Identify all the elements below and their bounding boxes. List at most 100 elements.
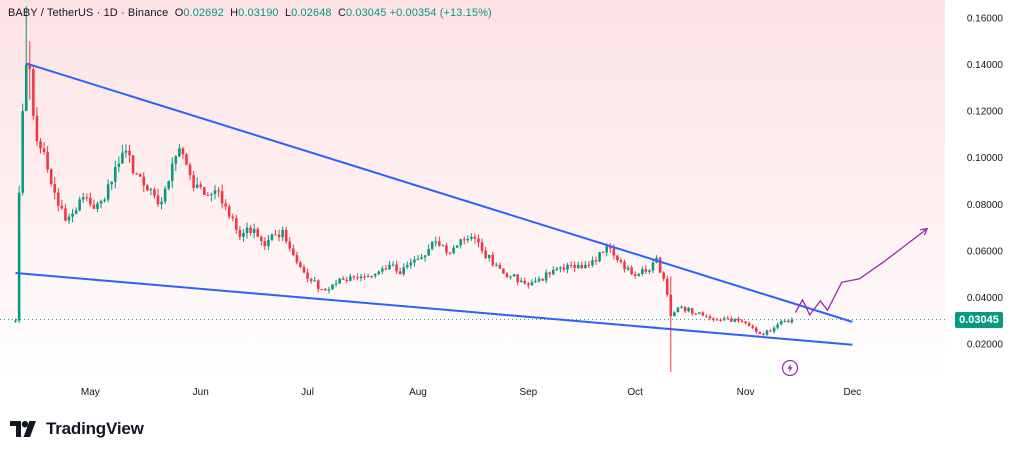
candle-body — [138, 174, 142, 177]
candle-body — [676, 307, 680, 313]
interval-label[interactable]: 1D — [103, 7, 118, 19]
y-tick-label: 0.02000 — [967, 340, 1004, 351]
candle-body — [227, 206, 231, 217]
candle-body — [680, 306, 683, 308]
candle-body — [687, 307, 690, 312]
interval-separator: · — [93, 7, 104, 19]
candle-body — [477, 238, 480, 243]
candle-body — [534, 281, 537, 283]
candle-body — [359, 276, 363, 279]
candle-body — [96, 203, 99, 209]
candle-body — [124, 150, 128, 153]
candle-body — [35, 115, 39, 142]
candle-body — [60, 205, 64, 209]
candle-body — [231, 216, 235, 219]
candle-body — [523, 280, 527, 284]
candle-body — [117, 163, 121, 168]
candle-body — [637, 274, 641, 276]
candle-body — [416, 258, 420, 260]
candle-body — [146, 185, 149, 191]
projection-arrowhead — [920, 227, 929, 236]
symbol-name[interactable]: BABY — [8, 7, 38, 19]
brand-footer[interactable]: TradingView — [10, 418, 144, 440]
candle-body — [751, 325, 754, 328]
candle-body — [259, 236, 263, 241]
candle-body — [448, 252, 452, 254]
candle-body — [509, 276, 512, 278]
candle-body — [669, 294, 673, 317]
candle-body — [740, 320, 744, 322]
candle-body — [334, 283, 338, 285]
candle-body — [541, 278, 544, 281]
candle-body — [224, 203, 227, 207]
candle-body — [487, 254, 491, 259]
high-key: H — [230, 7, 239, 19]
candle-body — [267, 239, 270, 247]
candle-body — [345, 279, 349, 281]
x-tick-label: Jun — [193, 387, 209, 398]
candle-body — [626, 267, 630, 270]
candle-body — [765, 330, 769, 335]
candle-body — [662, 272, 665, 279]
low-key: L — [284, 7, 292, 19]
price-chart[interactable]: 0.02000 0.04000 0.06000 0.08000 0.10000 0.120… — [0, 0, 1023, 400]
candle-body — [128, 150, 131, 156]
projection-group — [794, 227, 929, 317]
candle-body — [110, 181, 113, 185]
candle-body — [665, 278, 669, 295]
candle-body — [516, 274, 519, 283]
x-tick-label: Nov — [737, 387, 755, 398]
candle-body — [555, 268, 559, 270]
x-tick-label: Sep — [519, 387, 537, 398]
candle-body — [623, 261, 626, 270]
candle-body — [420, 257, 423, 259]
candle-body — [548, 272, 552, 275]
candle-body — [99, 200, 103, 204]
candle-body — [712, 318, 715, 320]
candle-body — [167, 181, 170, 189]
chart-area[interactable]: 0.02000 0.04000 0.06000 0.08000 0.10000 0.120… — [0, 0, 1023, 400]
candle-body — [413, 259, 416, 263]
candle-body — [409, 262, 413, 266]
candle-body — [170, 163, 174, 181]
candle-body — [573, 264, 576, 268]
candle-body — [235, 218, 238, 230]
candle-body — [192, 175, 195, 188]
candle-body — [438, 241, 441, 246]
candle-body — [726, 318, 730, 320]
candlestick-series — [14, 6, 794, 372]
candle-body — [580, 264, 584, 269]
candle-body — [608, 246, 612, 249]
y-axis: 0.02000 0.04000 0.06000 0.08000 0.10000 0.120… — [967, 14, 1004, 351]
candle-body — [619, 260, 623, 262]
candle-body — [39, 141, 42, 149]
candle-body — [388, 264, 391, 270]
candle-body — [423, 255, 427, 258]
candle-body — [790, 319, 794, 323]
candle-body — [67, 216, 71, 221]
candle-body — [352, 276, 356, 278]
candle-body — [459, 239, 462, 246]
candle-body — [295, 254, 299, 263]
candle-body — [455, 245, 459, 248]
candle-body — [651, 262, 655, 271]
candle-body — [787, 320, 790, 323]
candle-body — [249, 227, 252, 233]
candle-body — [188, 164, 192, 176]
candle-body — [519, 280, 523, 283]
lightning-bolt-icon[interactable] — [781, 359, 799, 377]
candle-body — [502, 268, 505, 274]
tradingview-logo-icon — [10, 421, 36, 437]
candle-body — [772, 327, 776, 332]
trendline — [15, 271, 853, 346]
candle-body — [106, 184, 110, 200]
candle-body — [238, 229, 242, 237]
candle-body — [605, 246, 608, 253]
change-value: +0.00354 (+13.15%) — [389, 7, 492, 19]
candle-body — [274, 234, 277, 236]
candle-body — [584, 264, 587, 269]
candle-body — [694, 313, 698, 315]
last-price-tag: 0.03045 — [955, 312, 1003, 328]
candle-body — [445, 245, 448, 253]
candle-body — [81, 197, 85, 200]
